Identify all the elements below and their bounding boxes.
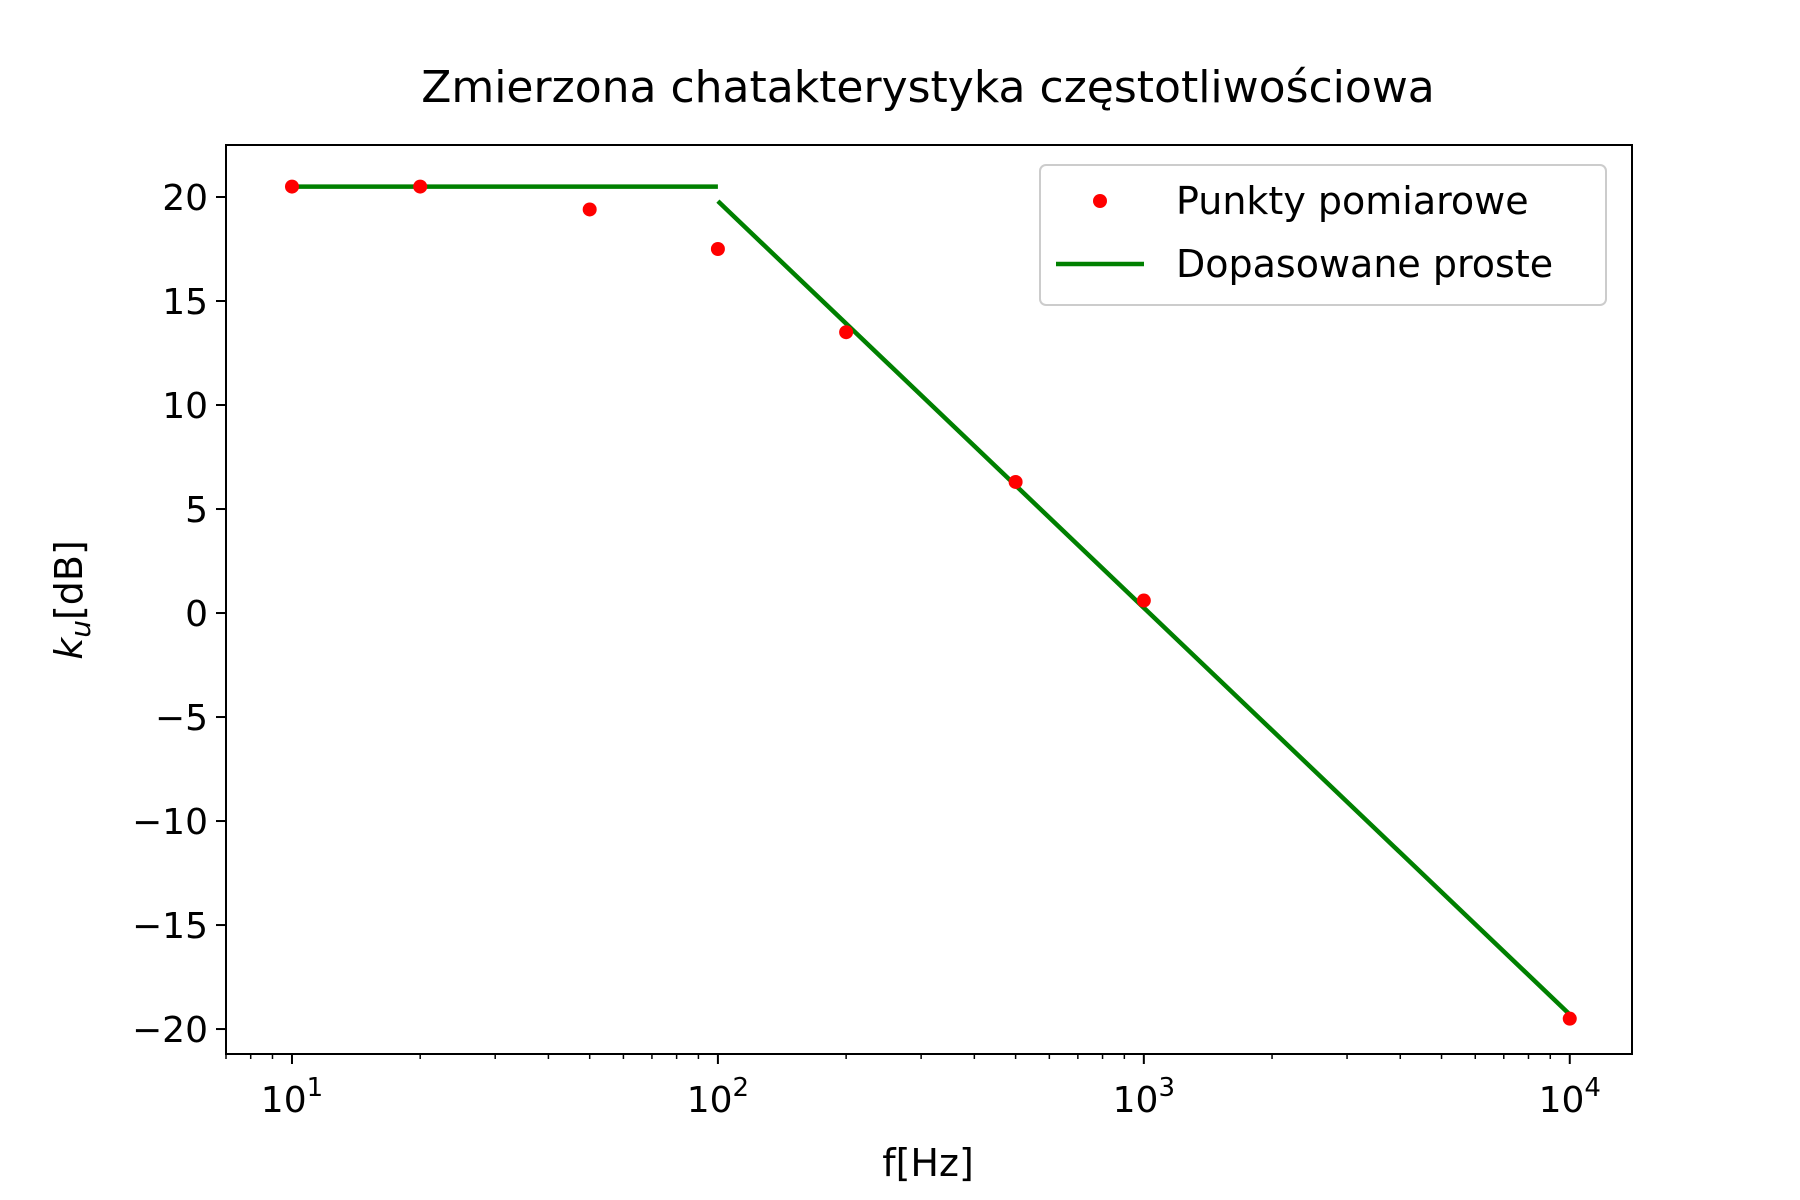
y-axis-label-base: k: [47, 636, 91, 660]
measurement-point: [582, 202, 597, 217]
y-tick-label: 20: [162, 178, 208, 219]
y-tick-label: −5: [155, 698, 208, 739]
measurement-point: [1562, 1011, 1577, 1026]
measurement-point: [1008, 474, 1023, 489]
y-axis-label: ku[dB]: [47, 540, 97, 660]
x-tick-label-base: 10: [261, 1080, 307, 1121]
x-tick-label-base: 10: [1113, 1080, 1159, 1121]
legend-marker-points: [1093, 194, 1107, 208]
x-axis: 101 102 103 104: [225, 1054, 1601, 1121]
measurement-point: [1136, 593, 1151, 608]
measurement-point: [710, 242, 725, 257]
x-tick-label: 101: [261, 1073, 323, 1121]
x-tick-label-exponent: 1: [307, 1073, 324, 1103]
x-tick-label-exponent: 2: [733, 1073, 750, 1103]
x-tick-label-base: 10: [1539, 1080, 1585, 1121]
y-tick-label: 0: [185, 594, 208, 635]
measurement-point: [284, 179, 299, 194]
measurement-point: [413, 179, 428, 194]
y-axis-label-subscript: u: [64, 620, 97, 638]
chart-title: Zmierzona chatakterystyka częstotliwości…: [421, 62, 1435, 113]
x-tick-label-exponent: 4: [1584, 1073, 1601, 1103]
y-tick-label: 10: [162, 386, 208, 427]
y-tick-label: −20: [132, 1010, 208, 1051]
y-axis-label-suffix: [dB]: [47, 540, 91, 620]
measurement-point: [839, 325, 854, 340]
x-tick-label: 104: [1539, 1073, 1601, 1121]
x-tick-label-base: 10: [687, 1080, 733, 1121]
measurement-points: [284, 179, 1577, 1026]
plot-frame: [225, 144, 1633, 1055]
y-tick-label: 5: [185, 490, 208, 531]
x-axis-label: f[Hz]: [882, 1141, 974, 1185]
y-axis: 20 15 10 5 0 −5 −10 −15 −20: [132, 178, 226, 1051]
fitted-line-segment: [716, 199, 1572, 1017]
legend-label-points: Punkty pomiarowe: [1176, 179, 1529, 223]
x-tick-label: 103: [1113, 1073, 1175, 1121]
legend: Punkty pomiarowe Dopasowane proste: [1039, 164, 1607, 306]
legend-box: [1039, 164, 1607, 306]
y-tick-label: 15: [162, 282, 208, 323]
x-tick-label-exponent: 3: [1158, 1073, 1175, 1103]
fitted-lines: [291, 184, 1572, 1017]
y-tick-label: −10: [132, 802, 208, 843]
legend-label-line: Dopasowane proste: [1176, 242, 1553, 286]
x-tick-label: 102: [687, 1073, 749, 1121]
y-tick-label: −15: [132, 906, 208, 947]
